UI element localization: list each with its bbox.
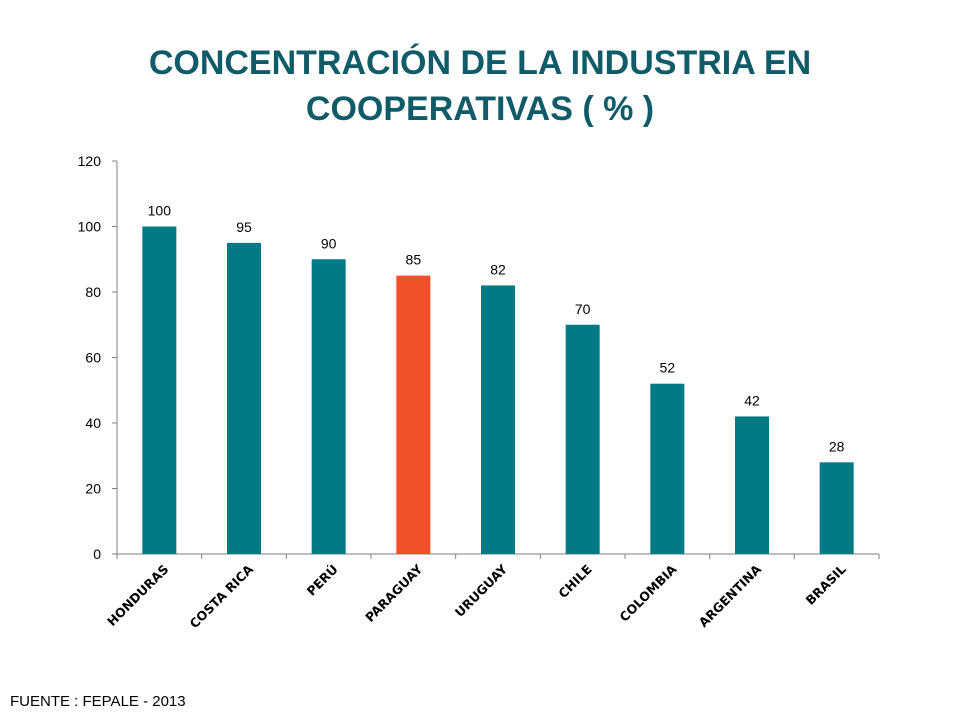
data-label: 70 — [575, 301, 591, 317]
x-tick-label: COLOMBIA — [616, 561, 679, 624]
data-label: 90 — [321, 235, 337, 251]
chart-title-line1: CONCENTRACIÓN DE LA INDUSTRIA EN — [148, 44, 812, 82]
data-label: 100 — [148, 203, 172, 219]
x-tick-label: URUGUAY — [452, 561, 511, 620]
y-tick-label: 40 — [85, 415, 101, 431]
y-tick-label: 80 — [85, 284, 101, 300]
y-tick-label: 60 — [85, 350, 101, 366]
data-label: 85 — [406, 252, 422, 268]
bar — [481, 285, 515, 554]
x-tick-label: ARGENTINA — [696, 561, 765, 630]
data-label: 82 — [490, 261, 506, 277]
x-tick-label: PERÚ — [304, 562, 341, 599]
bar — [311, 259, 346, 554]
data-label: 28 — [829, 438, 845, 454]
chart-title-line2: COOPERATIVAS ( % ) — [305, 90, 655, 128]
bar — [650, 383, 685, 554]
source-note: FUENTE : FEPALE - 2013 — [10, 693, 186, 710]
x-tick-label: COSTA RICA — [186, 561, 256, 631]
bar — [142, 226, 177, 554]
data-label: 95 — [236, 219, 252, 235]
bar — [735, 416, 769, 554]
x-tick-label: BRASIL — [803, 561, 849, 607]
x-tick-label: PARAGUAY — [362, 561, 426, 625]
x-tick-label: CHILE — [555, 562, 594, 601]
bar — [227, 242, 261, 554]
y-tick-label: 20 — [85, 481, 101, 497]
chart-title: CONCENTRACIÓN DE LA INDUSTRIA EN COOPERA… — [0, 40, 960, 132]
bar — [565, 324, 600, 554]
data-label: 42 — [744, 392, 760, 408]
x-tick-label: HONDURAS — [104, 562, 171, 629]
bar — [396, 275, 431, 554]
y-tick-label: 100 — [78, 219, 102, 235]
data-label: 52 — [660, 360, 676, 376]
bar — [819, 462, 854, 554]
y-tick-label: 0 — [93, 546, 101, 562]
y-tick-label: 120 — [78, 153, 102, 169]
